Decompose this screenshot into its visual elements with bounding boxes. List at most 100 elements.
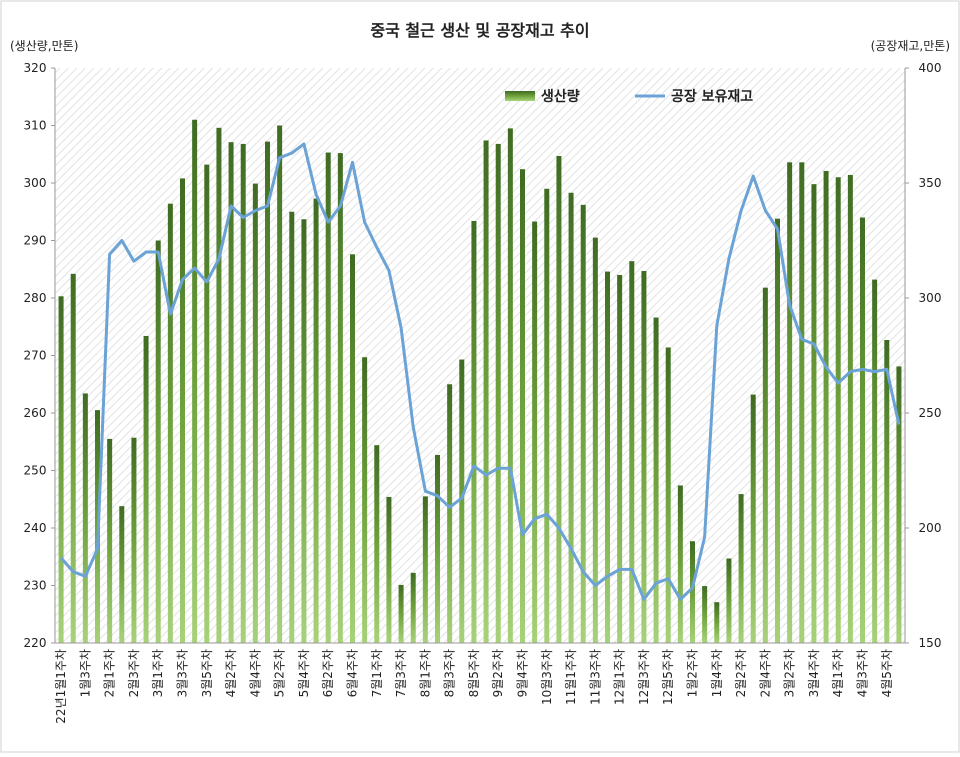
line-series <box>59 142 901 601</box>
bar <box>386 496 392 643</box>
x-tick-label: 22년1월1주차 <box>54 649 68 724</box>
y-tick-label: 270 <box>24 349 47 363</box>
bar <box>119 506 125 643</box>
y-tick-label: 240 <box>24 521 47 535</box>
bar <box>520 169 525 643</box>
bar <box>860 217 865 643</box>
x-tick-label: 8월1주차 <box>418 649 432 697</box>
bar <box>592 237 598 643</box>
bar <box>410 572 416 643</box>
x-tick-label: 3월5주차 <box>200 649 214 697</box>
y2-tick-label: 250 <box>919 406 942 420</box>
bar <box>447 384 453 643</box>
bar <box>180 178 185 643</box>
bar <box>507 128 513 643</box>
bar <box>677 485 683 643</box>
x-tick-label: 8월5주차 <box>467 649 481 697</box>
bar <box>775 218 780 643</box>
bar <box>665 347 671 643</box>
y-tick-label: 220 <box>24 636 47 650</box>
bar <box>350 254 355 644</box>
bar <box>726 558 732 643</box>
y2-tick-label: 200 <box>919 521 942 535</box>
x-tick-label: 6월2주차 <box>321 649 335 697</box>
x-tick-label: 12월1주차 <box>613 649 627 705</box>
x-tick-label: 3월2주차 <box>783 649 797 697</box>
x-tick-label: 7월1주차 <box>370 649 384 697</box>
bar <box>580 204 586 643</box>
chart-title: 중국 철근 생산 및 공장재고 추이 <box>370 21 589 40</box>
bar <box>629 261 635 643</box>
bar <box>762 287 768 643</box>
bar <box>459 359 465 643</box>
bar <box>750 394 756 643</box>
x-tick-label: 3월3주차 <box>176 649 190 697</box>
bar <box>787 162 793 644</box>
x-tick-label: 5월2주차 <box>273 649 287 697</box>
y-tick-label: 260 <box>24 406 47 420</box>
bar <box>495 143 501 643</box>
y2-tick-label: 150 <box>919 636 942 650</box>
y-tick-label: 290 <box>24 234 47 248</box>
x-tick-label: 12월3주차 <box>637 649 651 705</box>
y2-tick-label: 400 <box>919 61 942 75</box>
bar <box>896 366 902 643</box>
legend-label: 공장 보유재고 <box>671 88 753 105</box>
bar <box>301 219 307 643</box>
bar <box>362 357 368 643</box>
x-tick-label: 9월4주차 <box>516 649 530 697</box>
bar <box>313 198 319 643</box>
bar <box>714 602 720 643</box>
bar <box>337 153 343 643</box>
bar <box>398 584 404 643</box>
bar <box>70 273 76 643</box>
bar <box>653 317 659 643</box>
x-tick-label: 2월2주차 <box>734 649 748 697</box>
bar <box>556 155 562 643</box>
x-tick-label: 9월2주차 <box>491 649 505 697</box>
x-tick-label: 6월4주차 <box>346 649 360 697</box>
bar <box>289 211 295 643</box>
legend-swatch <box>505 91 535 101</box>
bar <box>204 164 210 643</box>
y-tick-label: 280 <box>24 291 47 305</box>
bar <box>325 152 331 643</box>
bar <box>605 271 610 643</box>
x-tick-label: 8월3주차 <box>443 649 457 697</box>
x-tick-label: 3월4주차 <box>807 649 821 697</box>
y-tick-label: 320 <box>24 61 47 75</box>
x-tick-label: 10월3주차 <box>540 649 554 705</box>
bar <box>228 142 234 644</box>
x-tick-label: 4월4주차 <box>248 649 262 697</box>
bar <box>167 203 173 643</box>
bar <box>58 296 64 643</box>
y2-tick-label: 350 <box>919 176 942 190</box>
bar <box>702 586 708 643</box>
x-tick-label: 3월1주차 <box>151 649 165 697</box>
x-tick-label: 5월4주차 <box>297 649 311 697</box>
bar <box>422 496 428 643</box>
bar <box>872 279 878 643</box>
x-tick-label: 11월3주차 <box>588 649 602 705</box>
bar <box>216 127 222 644</box>
y-tick-label: 310 <box>24 119 47 133</box>
bar <box>471 220 477 643</box>
bar <box>544 188 550 643</box>
bar <box>277 125 283 643</box>
y2-tick-label: 300 <box>919 291 942 305</box>
bar <box>82 393 88 643</box>
bar <box>435 454 440 643</box>
x-tick-label: 2월3주차 <box>127 649 141 697</box>
x-tick-label: 4월1주차 <box>831 649 845 697</box>
y-tick-label: 250 <box>24 464 47 478</box>
y-tick-label: 300 <box>24 176 47 190</box>
bar <box>252 183 258 643</box>
x-tick-label: 4월5주차 <box>880 649 894 697</box>
x-tick-label: 1월3주차 <box>78 649 92 697</box>
bar <box>155 240 161 643</box>
bar <box>641 270 647 643</box>
y-axis-label: (생산량,만톤) <box>10 39 78 53</box>
x-tick-label: 2월4주차 <box>758 649 772 697</box>
bar <box>799 162 805 644</box>
